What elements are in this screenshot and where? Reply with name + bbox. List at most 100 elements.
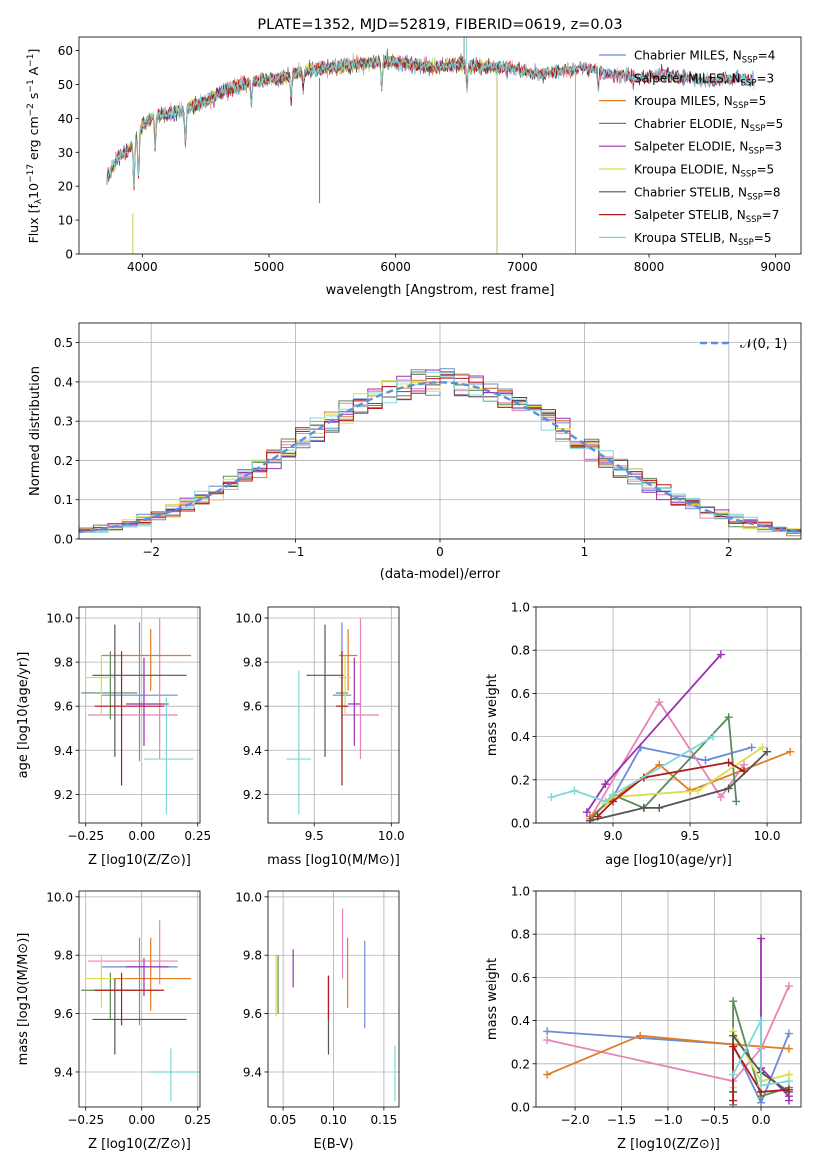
x-tick-label: 0 [436,545,444,559]
x-tick-label: 9000 [760,260,791,274]
legend-model: Chabrier MILES [634,49,725,63]
weight-marker [636,1031,645,1040]
x-tick-label: 9.5 [681,829,700,843]
y-axis-label: Normed distribution [28,366,43,496]
weight-marker [784,1044,793,1053]
legend-sep: , N [733,117,750,131]
weight-marker [601,797,610,806]
legend-model: Salpeter STELIB [634,208,729,222]
y-tick-label: 20 [58,180,73,194]
weight-marker [786,747,795,756]
x-axis-label: E(B-V) [313,1137,353,1152]
x-tick-label: 0.15 [371,1113,398,1127]
legend-label: Kroupa STELIB, NSSP=5 [634,231,772,248]
legend-sub: SSP [741,78,757,88]
y-tick-label: 9.8 [243,656,262,670]
weight-marker [701,756,710,765]
legend-nssp: =5 [754,231,772,245]
x-tick-label: 6000 [380,260,411,274]
x-tick-label: 1 [581,545,589,559]
legend-model: Salpeter ELODIE [634,140,732,154]
y-axis-label: mass [log10(M/M⊙)] [16,933,31,1066]
x-tick-label: 2 [725,545,733,559]
weight-marker [543,1036,552,1045]
legend-nssp: =7 [762,208,780,222]
legend-sep: , N [725,49,742,63]
y-axis-label-part: s [26,93,41,104]
legend-model: Kroupa ELODIE [634,163,724,177]
x-tick-label: 0.25 [184,1113,211,1127]
y-tick-label: 0.4 [511,1014,530,1028]
age_vs_mass-frame [267,606,400,824]
x-tick-label: 5000 [254,260,285,274]
legend-sub: SSP [742,56,758,66]
weight-marker [585,816,594,823]
y-tick-label: 0.4 [511,730,530,744]
weight-marker [547,793,556,802]
x-tick-label: 0.00 [128,1113,155,1127]
legend-model: Salpeter MILES [634,71,724,85]
legend-sep: , N [732,140,749,154]
legend-sub: SSP [741,170,757,180]
legend-model: Kroupa STELIB [634,231,721,245]
legend-sub: SSP [746,215,762,225]
legend-sep: , N [716,94,733,108]
residual-hists [79,368,801,537]
massweight_vs_Z-frame [535,890,802,1108]
y-tick-label: 9.4 [243,744,262,758]
x-tick-label: 8000 [634,260,665,274]
y-tick-label: 10.0 [46,612,73,626]
y-axis-label-part: erg cm [26,116,41,164]
legend-label: Chabrier MILES, NSSP=4 [634,49,775,66]
errorbar-points [286,618,379,815]
x-tick-label: 0.10 [320,1113,347,1127]
residual-frame [78,322,802,540]
legend-model: Kroupa MILES [634,94,716,108]
massweight_vs_Z-panel: −2.0 −1.5 −1.0 −0.5 0.0 0.0 0.2 0.4 0.6 0.8 1.0 Z [… [485,885,802,1152]
y-tick-label: 0.0 [511,817,530,831]
residual-panel: −2 −1 0 1 2 0.0 0.1 0.2 0.3 0.4 0.5 𝒩(0, 1) (data-mo… [28,322,802,582]
weight-marker [709,732,718,741]
spectrum-line [106,52,755,187]
y-tick-label: 0.8 [511,644,530,658]
x-tick-label: −0.25 [67,829,104,843]
spectrum-frame [78,36,802,255]
y-axis-label: mass weight [485,674,500,756]
x-tick-label: −2.0 [560,1113,589,1127]
legend-nssp: =5 [749,94,767,108]
weight-marker [739,767,748,776]
weight-line [547,985,790,1083]
y-tick-label: 10.0 [235,612,262,626]
y-tick-label: 0.3 [54,415,73,429]
histogram-step [79,371,801,534]
spectrum-line [106,54,498,254]
normal-curve [79,381,801,534]
y-tick-label: 0.5 [54,336,73,350]
weight-marker [763,747,772,756]
y-tick-label: 40 [58,112,73,126]
legend-label: Salpeter MILES, NSSP=3 [634,71,774,88]
x-axis-label: (data-model)/error [380,567,501,582]
legend-sep: , N [724,71,741,85]
y-tick-label: 1.0 [511,601,530,615]
y-tick-label: 9.2 [243,788,262,802]
weight-marker [784,1085,793,1094]
y-tick-label: 0.1 [54,493,73,507]
age_vs_Z-frame [78,606,201,824]
y-tick-label: 9.6 [243,700,262,714]
weight-marker [784,982,793,991]
x-tick-label: −2 [142,545,160,559]
weight-marker [543,1027,552,1036]
y-tick-label: 1.0 [511,885,530,899]
y-tick-label: 0.0 [511,1101,530,1115]
x-axis-label: Z [log10(Z/Z⊙)] [617,1137,720,1152]
histogram-step [79,377,801,532]
spectrum-lines [106,37,755,254]
legend-sep: , N [729,208,746,222]
y-tick-label: 9.4 [54,744,73,758]
y-tick-label: 60 [58,44,73,58]
weight-marker [639,803,648,812]
weight-marker [693,786,702,795]
